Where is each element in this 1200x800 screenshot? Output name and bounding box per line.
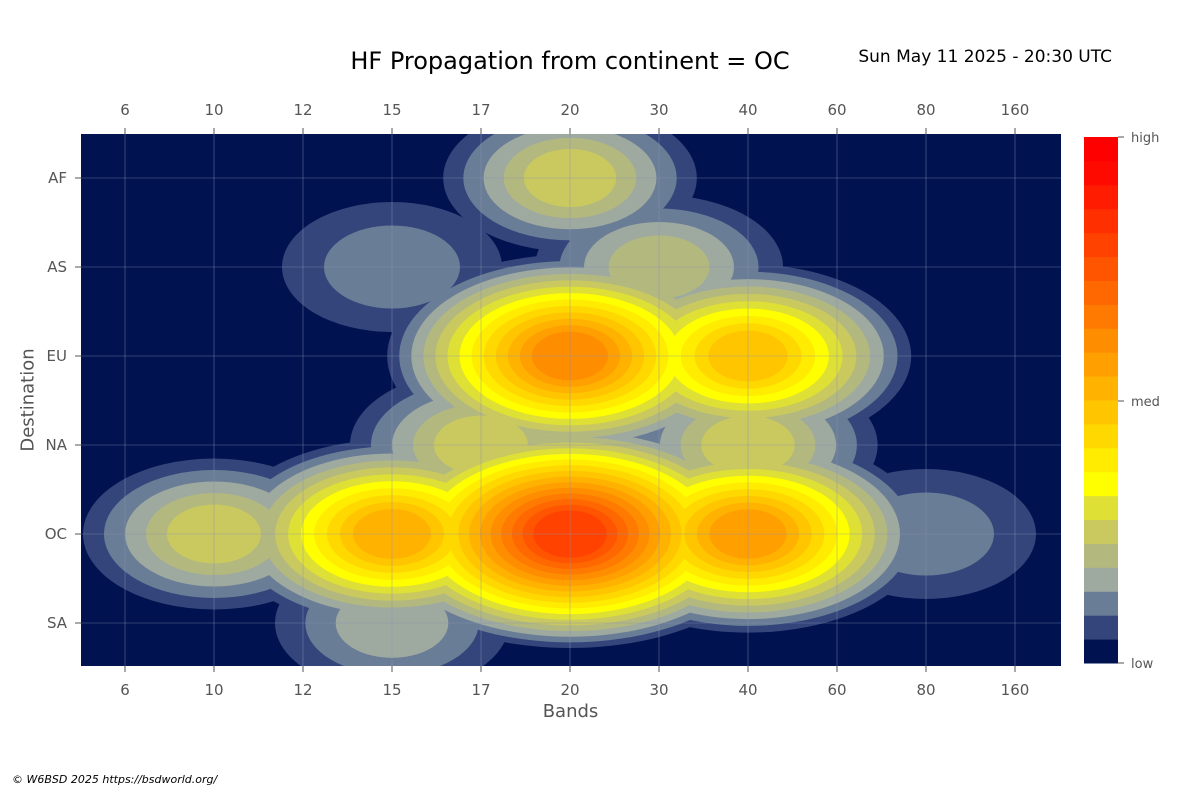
colorbar-segment	[1084, 400, 1118, 425]
colorbar-segment	[1084, 328, 1118, 353]
x-tick-label-bottom: 160	[1001, 681, 1030, 699]
y-tick-label: EU	[47, 347, 67, 365]
x-tick-label-top: 160	[1001, 101, 1030, 119]
x-tick-label-bottom: 15	[382, 681, 401, 699]
x-tick-label-bottom: 20	[560, 681, 579, 699]
timestamp: Sun May 11 2025 - 20:30 UTC	[858, 47, 1112, 67]
x-tick-label-bottom: 30	[649, 681, 668, 699]
y-tick-label: SA	[47, 614, 68, 632]
colorbar-segment	[1084, 280, 1118, 305]
x-tick-label-bottom: 80	[916, 681, 935, 699]
x-tick-label-top: 30	[649, 101, 668, 119]
x-axis-label: Bands	[542, 701, 599, 722]
chart-title: HF Propagation from continent = OC	[350, 47, 790, 75]
colorbar-label: med	[1131, 395, 1160, 410]
x-tick-label-top: 60	[827, 101, 846, 119]
colorbar-segment	[1084, 208, 1118, 234]
colorbar-label: high	[1131, 131, 1159, 146]
colorbar-segment	[1084, 471, 1118, 497]
colorbar-segment	[1084, 304, 1118, 329]
x-tick-label-bottom: 17	[471, 681, 490, 699]
x-tick-label-bottom: 12	[293, 681, 312, 699]
colorbar-segment	[1084, 184, 1118, 210]
x-tick-label-top: 80	[916, 101, 935, 119]
colorbar-segment	[1084, 160, 1118, 186]
colorbar-label: low	[1131, 657, 1154, 672]
colorbar-segment	[1084, 519, 1118, 544]
y-tick-label: AS	[47, 258, 67, 276]
colorbar-segment	[1084, 137, 1118, 162]
x-tick-label-bottom: 40	[738, 681, 757, 699]
x-tick-label-bottom: 6	[120, 681, 130, 699]
x-tick-label-top: 10	[204, 101, 223, 119]
y-tick-label: AF	[48, 169, 67, 187]
colorbar-segment	[1084, 567, 1118, 592]
x-tick-label-bottom: 10	[204, 681, 223, 699]
x-tick-label-top: 15	[382, 101, 401, 119]
colorbar-segment	[1084, 376, 1118, 401]
colorbar-segment	[1084, 639, 1118, 664]
colorbar-segment	[1084, 256, 1118, 281]
x-tick-label-top: 20	[560, 101, 579, 119]
x-tick-label-bottom: 60	[827, 681, 846, 699]
colorbar-segment	[1084, 543, 1118, 568]
x-tick-label-top: 12	[293, 101, 312, 119]
y-tick-label: NA	[46, 436, 68, 454]
colorbar-segment	[1084, 495, 1118, 521]
colorbar-segment	[1084, 615, 1118, 640]
x-tick-label-top: 6	[120, 101, 130, 119]
y-axis-label: Destination	[17, 348, 39, 452]
y-tick-label: OC	[45, 525, 67, 543]
colorbar-segment	[1084, 232, 1118, 258]
x-tick-label-top: 40	[738, 101, 757, 119]
colorbar-segment	[1084, 591, 1118, 616]
colorbar-segment	[1084, 447, 1118, 473]
copyright: © W6BSD 2025 https://bsdworld.org/	[12, 773, 218, 786]
x-tick-label-top: 17	[471, 101, 490, 119]
colorbar-segment	[1084, 352, 1118, 377]
colorbar-segment	[1084, 423, 1118, 449]
